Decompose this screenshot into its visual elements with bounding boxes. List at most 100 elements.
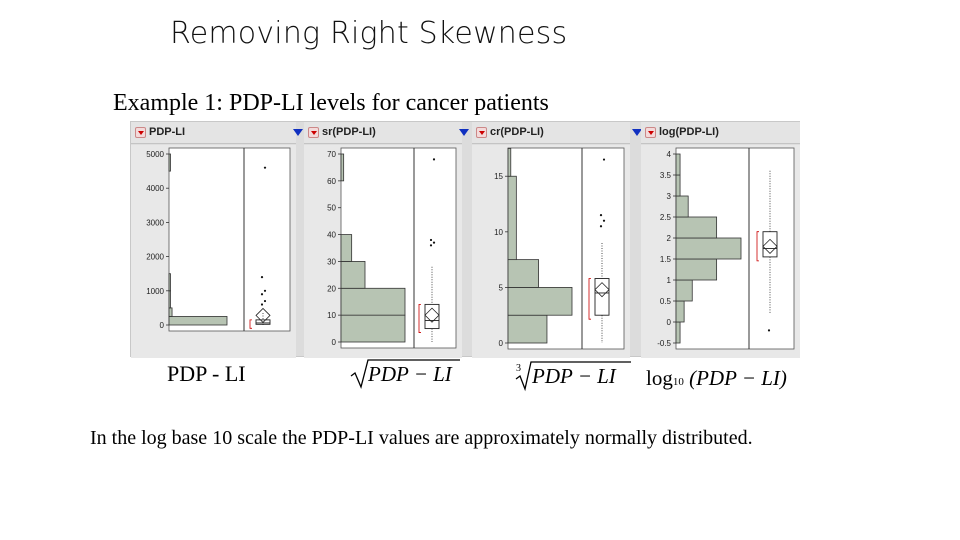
outlier-point <box>599 214 603 217</box>
histogram-bar <box>675 216 718 239</box>
y-tick-label: 3 <box>667 192 672 201</box>
panel-log-pdp-li: log(PDP-LI) -0.5 0 0.5 1 1.5 2 2.5 3 3.5 4 <box>641 122 800 358</box>
y-tick-label: -0.5 <box>657 339 671 348</box>
histogram-bar <box>507 314 548 344</box>
dropdown-arrow-icon[interactable] <box>476 127 487 138</box>
outlier-point <box>767 329 771 332</box>
outlier-point <box>602 219 606 222</box>
y-tick-label: 10 <box>327 311 336 320</box>
formula-cube-root: 3 PDP − LI <box>515 360 640 392</box>
y-tick-label: 40 <box>327 231 336 240</box>
panel-title: PDP-LI <box>149 126 186 138</box>
formula-text: PDP − LI <box>368 362 452 386</box>
radical-icon <box>350 359 460 390</box>
histogram-bar <box>168 153 171 172</box>
y-tick-label: 3.5 <box>660 171 672 180</box>
formula-pdp-li: PDP - LI <box>167 361 246 386</box>
outlier-point <box>429 238 433 242</box>
y-tick-label: 0.5 <box>660 297 672 306</box>
y-tick-label: 30 <box>327 257 336 266</box>
outlier-point <box>432 241 436 244</box>
formula-log10: log10 (PDP − LI) <box>646 366 787 391</box>
histogram-bar <box>675 279 693 302</box>
histogram-bar <box>168 290 171 309</box>
shortest-half-bracket <box>588 278 591 320</box>
y-tick-label: 20 <box>327 284 336 293</box>
shortest-half-bracket <box>249 319 252 329</box>
formula-sqrt: PDP − LI <box>350 358 470 390</box>
box <box>424 303 440 330</box>
radical-icon <box>515 361 631 392</box>
plot-area <box>168 147 291 332</box>
outlier-point <box>263 299 267 303</box>
histogram-bar <box>340 153 345 182</box>
shortest-half-bracket <box>756 231 759 262</box>
histogram-bar <box>675 174 681 197</box>
histogram-bar <box>507 148 512 177</box>
histogram-chart: 0 5 10 15 <box>494 147 625 350</box>
y-tick-label: 3000 <box>146 218 164 227</box>
histogram-bar <box>675 258 718 281</box>
log-label: log <box>646 366 673 390</box>
histogram-bar <box>340 314 406 343</box>
formula-text: (PDP − LI) <box>689 366 787 390</box>
histogram-bar <box>675 195 689 218</box>
histogram-chart: -0.5 0 0.5 1 1.5 2 2.5 3 3.5 4 <box>657 147 795 350</box>
disclosure-triangle-icon[interactable] <box>459 129 469 136</box>
panel-cr-pdp-li: cr(PDP-LI) 0 5 10 15 <box>472 122 630 358</box>
log-base: 10 <box>672 376 684 388</box>
histogram-bar <box>340 234 353 262</box>
distribution-panels: PDP-LI 0 1000 2000 3000 4000 5000 sr(PDP-LI) … <box>130 121 800 358</box>
dropdown-arrow-icon[interactable] <box>645 127 656 138</box>
y-tick-label: 0 <box>160 321 165 330</box>
panel-header[interactable]: cr(PDP-LI) <box>472 122 630 144</box>
y-tick-label: 1000 <box>146 287 164 296</box>
formula-text: PDP − LI <box>532 364 616 388</box>
panel-header[interactable]: PDP-LI <box>131 122 296 144</box>
disclosure-triangle-icon[interactable] <box>293 129 303 136</box>
y-tick-label: 4 <box>667 150 672 159</box>
histogram-bar <box>340 261 366 289</box>
histogram-bar <box>507 287 573 316</box>
panel-title: cr(PDP-LI) <box>490 126 544 138</box>
y-tick-label: 60 <box>327 177 336 186</box>
histogram-bar <box>675 153 681 176</box>
histogram-chart: 0 1000 2000 3000 4000 5000 <box>146 147 291 332</box>
dropdown-arrow-icon[interactable] <box>308 127 319 138</box>
slide-title: Removing Right Skewness <box>170 16 568 51</box>
outlier-point <box>260 276 264 279</box>
y-tick-label: 4000 <box>146 184 164 193</box>
disclosure-triangle-icon[interactable] <box>632 129 642 136</box>
y-tick-label: 0 <box>667 318 672 327</box>
y-tick-label: 10 <box>494 228 503 237</box>
panel-pdp-li: PDP-LI 0 1000 2000 3000 4000 5000 <box>131 122 296 358</box>
panel-title: log(PDP-LI) <box>659 126 719 138</box>
y-tick-label: 2000 <box>146 253 164 262</box>
y-tick-label: 2.5 <box>660 213 672 222</box>
histogram-bar <box>168 316 228 326</box>
shortest-half-bracket <box>418 303 421 333</box>
y-tick-label: 15 <box>494 172 503 181</box>
outlier-point <box>263 166 267 169</box>
mean-diamond <box>594 282 610 298</box>
y-tick-label: 0 <box>332 338 337 347</box>
panel-header[interactable]: log(PDP-LI) <box>641 122 800 144</box>
outlier-point <box>429 244 433 247</box>
outlier-point <box>599 225 603 228</box>
histogram-bar <box>675 321 681 344</box>
histogram-bar <box>675 237 742 260</box>
outlier-point <box>260 303 264 306</box>
y-tick-label: 5000 <box>146 150 164 159</box>
panel-sr-pdp-li: sr(PDP-LI) 0 10 20 30 40 50 60 70 <box>304 122 462 358</box>
histogram-bar <box>675 300 685 323</box>
y-tick-label: 0 <box>499 339 504 348</box>
y-tick-label: 1.5 <box>660 255 672 264</box>
y-tick-label: 70 <box>327 150 336 159</box>
mean-diamond <box>255 307 271 323</box>
radical-index: 3 <box>516 363 521 374</box>
y-tick-label: 50 <box>327 204 336 213</box>
dropdown-arrow-icon[interactable] <box>135 127 146 138</box>
y-tick-label: 2 <box>667 234 672 243</box>
histogram-bar <box>168 307 173 317</box>
panel-header[interactable]: sr(PDP-LI) <box>304 122 462 144</box>
